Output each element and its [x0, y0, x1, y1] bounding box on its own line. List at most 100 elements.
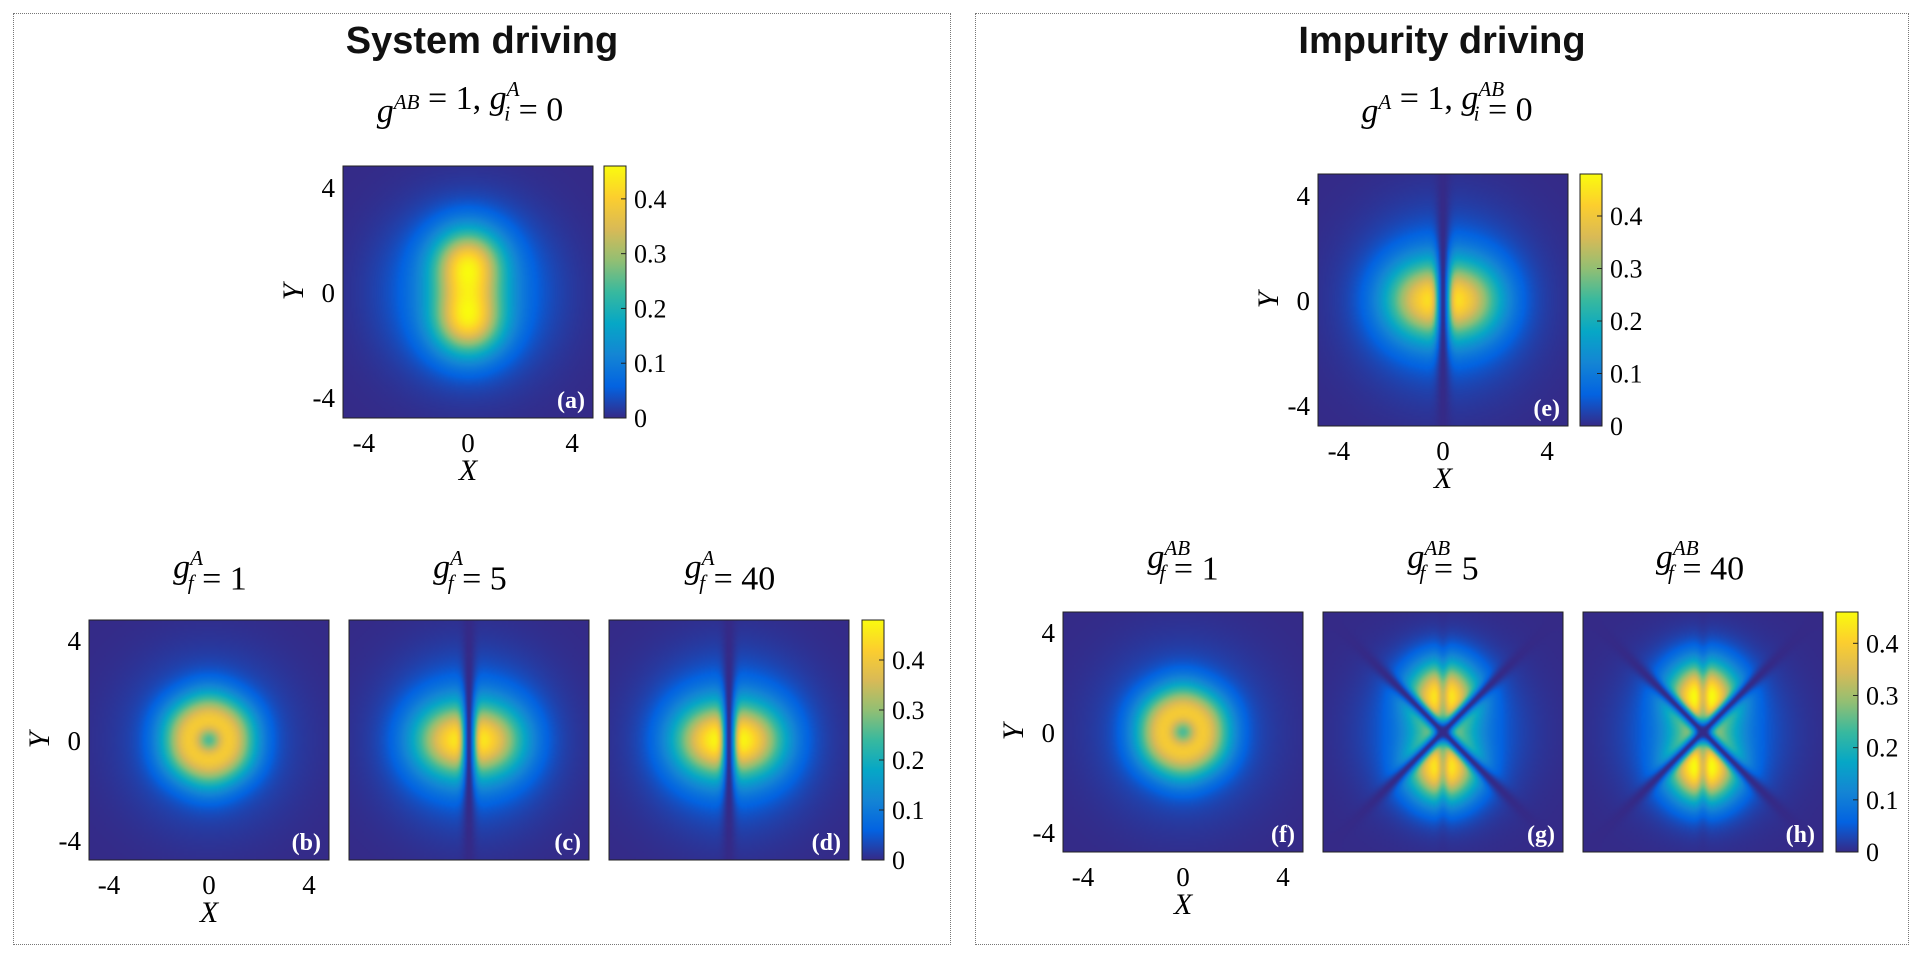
x-tick-label: 0 — [461, 428, 475, 458]
panel-title: gAB f = 40 — [1656, 536, 1744, 587]
heatmap-panel-b: gA f = 1 (b) -4 0 4 X -4 0 4 Y — [23, 546, 330, 929]
heatmap-panel-e: gA = 1, gAB i = 0(e)-4 0 4X-404Y00.10.20.30… — [1252, 77, 1643, 495]
y-tick-label: 4 — [322, 173, 336, 203]
panel-label: (g) — [1527, 822, 1555, 848]
colorbar-tick-label: 0.4 — [1610, 202, 1643, 231]
y-tick-label: 0 — [68, 726, 82, 756]
colorbar-tick-label: 0.2 — [1866, 734, 1899, 763]
colorbar-tick-label: 0.3 — [1866, 681, 1899, 710]
density-heatmap — [1323, 612, 1563, 852]
x-axis-label: X — [1173, 888, 1194, 921]
x-tick-label: -4 — [353, 428, 376, 458]
x-axis-label: X — [458, 454, 479, 487]
impurity-driving-frame — [975, 13, 1909, 945]
x-tick-label: -4 — [98, 870, 121, 900]
panel-title: gAB = 1, gA i = 0 — [377, 77, 564, 130]
panel-label: (h) — [1786, 822, 1815, 848]
x-tick-label: -4 — [1072, 862, 1095, 892]
y-axis-label: Y — [1252, 288, 1285, 308]
plot-frame — [1322, 611, 1564, 853]
colorbar-tick-label: 0.1 — [892, 796, 925, 825]
y-tick-label: 4 — [1297, 181, 1311, 211]
colorbar-tick-label: 0.4 — [634, 185, 667, 214]
panel-title: gA f = 1 — [173, 546, 247, 597]
y-tick-label: 4 — [68, 626, 82, 656]
colorbar — [603, 165, 627, 419]
colorbar-tick-label: 0.1 — [1610, 360, 1643, 389]
heatmap-panel-g: gAB f = 5 (g) — [1322, 536, 1564, 853]
x-axis-label: X — [199, 896, 220, 929]
x-tick-label: 4 — [1540, 436, 1554, 466]
impurity-driving-title: Impurity driving — [1298, 20, 1586, 62]
panel-title: gA f = 5 — [433, 546, 507, 597]
density-heatmap — [1063, 612, 1303, 852]
colorbar — [1579, 173, 1603, 427]
y-tick-label: 0 — [1297, 286, 1311, 316]
colorbar-tick-label: 0.4 — [892, 646, 925, 675]
system-driving-title: System driving — [345, 20, 619, 62]
x-tick-label: 0 — [1176, 862, 1190, 892]
y-tick-label: -4 — [59, 826, 82, 856]
plot-frame — [608, 619, 850, 861]
y-axis-label: Y — [23, 728, 56, 748]
x-tick-label: 0 — [1436, 436, 1450, 466]
heatmap-panel-h: gAB f = 40 (h) 0 0.1 0.2 0.3 0.4 — [1582, 536, 1899, 867]
colorbar-tick-label: 0 — [634, 404, 647, 433]
y-axis-label: Y — [277, 280, 310, 300]
x-tick-label: -4 — [1328, 436, 1351, 466]
colorbar-tick-label: 0.3 — [1610, 255, 1643, 284]
plot-frame — [348, 619, 590, 861]
panel-label: (b) — [292, 830, 321, 856]
density-heatmap — [89, 620, 329, 860]
plot-frame — [1582, 611, 1824, 853]
x-axis-label: X — [1433, 462, 1454, 495]
colorbar-tick-label: 0.3 — [634, 240, 667, 269]
colorbar-tick-label: 0.3 — [892, 696, 925, 725]
panel-label: (c) — [554, 830, 581, 856]
plot-frame — [342, 165, 594, 419]
colorbar-tick-label: 0.2 — [892, 746, 925, 775]
colorbar-tick-label: 0.1 — [1866, 786, 1899, 815]
panel-label: (f) — [1271, 822, 1295, 848]
x-tick-label: 4 — [302, 870, 316, 900]
density-heatmap — [349, 620, 589, 860]
panel-label: (a) — [557, 388, 585, 414]
plot-frame — [1317, 173, 1569, 427]
colorbar-tick-label: 0.2 — [634, 294, 667, 323]
colorbar-tick-label: 0.4 — [1866, 629, 1899, 658]
density-heatmap — [609, 620, 849, 860]
plot-frame — [1062, 611, 1304, 853]
heatmap-panel-a: gAB = 1, gA i = 0(a)-4 0 4X-404Y00.10.20.30… — [277, 77, 667, 487]
panel-title: gA = 1, gAB i = 0 — [1361, 77, 1532, 130]
y-tick-label: -4 — [1288, 391, 1311, 421]
x-tick-label: 4 — [1276, 862, 1290, 892]
x-tick-label: 4 — [565, 428, 579, 458]
colorbar-tick-label: 0 — [892, 846, 905, 875]
y-tick-label: -4 — [313, 383, 336, 413]
y-tick-label: 0 — [322, 278, 336, 308]
density-heatmap — [1583, 612, 1823, 852]
heatmap-panel-d: gA f = 40 (d) 0 0.1 0.2 0.3 0.4 — [608, 546, 925, 875]
panel-title: gA f = 40 — [685, 546, 776, 597]
colorbar-tick-label: 0 — [1610, 412, 1623, 441]
y-axis-label: Y — [997, 720, 1030, 740]
panel-label: (e) — [1533, 396, 1560, 422]
density-heatmap — [343, 166, 593, 418]
panel-label: (d) — [812, 830, 841, 856]
system-driving-frame — [13, 13, 951, 945]
y-tick-label: 4 — [1042, 618, 1056, 648]
density-heatmap — [1318, 174, 1568, 426]
y-tick-label: -4 — [1033, 818, 1056, 848]
colorbar-tick-label: 0.2 — [1610, 307, 1643, 336]
plot-frame — [88, 619, 330, 861]
heatmap-panel-f: gAB f = 1 (f) -4 0 4 X -4 0 4 Y — [997, 536, 1304, 921]
heatmap-panel-c: gA f = 5 (c) — [348, 546, 590, 861]
y-tick-label: 0 — [1042, 718, 1056, 748]
colorbar — [1835, 611, 1859, 853]
colorbar — [861, 619, 885, 861]
panel-title: gAB f = 5 — [1407, 536, 1478, 587]
panel-title: gAB f = 1 — [1147, 536, 1218, 587]
colorbar-tick-label: 0.1 — [634, 349, 667, 378]
x-tick-label: 0 — [202, 870, 216, 900]
